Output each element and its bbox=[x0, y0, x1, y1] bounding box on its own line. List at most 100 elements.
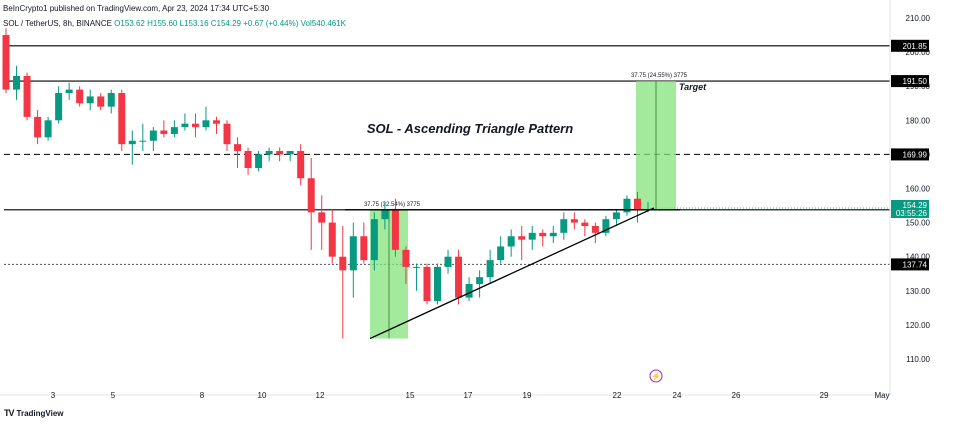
candle bbox=[602, 215, 610, 237]
level-label: 169.99 bbox=[891, 148, 929, 161]
time-axis[interactable]: 3 5 8 10 12 15 17 19 22 24 26 29 May bbox=[0, 391, 890, 400]
candle-body bbox=[444, 256, 452, 267]
ascending-trendline bbox=[369, 207, 655, 340]
candle-body bbox=[455, 256, 463, 298]
candle bbox=[128, 130, 136, 165]
price-tick-label: 140.00 bbox=[906, 253, 931, 262]
candle bbox=[44, 116, 52, 141]
candle bbox=[528, 226, 536, 250]
level-label-text: 169.99 bbox=[903, 150, 928, 159]
measurement-zones: 37.75 (32.54%) 3775 37.75 (24.55%) 3775 bbox=[364, 73, 688, 339]
candle-body bbox=[465, 283, 473, 298]
candle bbox=[434, 263, 442, 305]
candle bbox=[391, 198, 399, 257]
candle-body bbox=[507, 236, 515, 247]
measure-label: 37.75 (24.55%) 3775 bbox=[631, 73, 688, 79]
time-tick-label: 22 bbox=[613, 391, 622, 400]
candle-body bbox=[476, 277, 484, 284]
candle-body bbox=[191, 123, 199, 128]
candle bbox=[107, 89, 115, 114]
candle-body bbox=[128, 140, 136, 145]
price-tick-label: 130.00 bbox=[906, 287, 931, 296]
candle-body bbox=[76, 89, 84, 104]
candle-body bbox=[23, 75, 31, 117]
candle bbox=[339, 226, 347, 339]
candle bbox=[160, 120, 168, 138]
candle-body bbox=[570, 219, 578, 223]
candle bbox=[497, 236, 505, 264]
candle-body bbox=[518, 236, 526, 240]
candle-body bbox=[118, 93, 126, 145]
candle-body bbox=[307, 178, 315, 213]
price-tick-label: 160.00 bbox=[906, 185, 931, 194]
candle-body bbox=[591, 226, 599, 233]
candle bbox=[97, 93, 105, 111]
level-label-text: 201.85 bbox=[903, 42, 928, 51]
event-icon-circle bbox=[649, 369, 663, 383]
level-label-bg bbox=[891, 148, 929, 161]
candle bbox=[560, 212, 568, 240]
candle-body bbox=[86, 96, 94, 104]
time-tick-label: 24 bbox=[673, 391, 682, 400]
candle-body bbox=[612, 212, 620, 220]
candle bbox=[349, 222, 357, 298]
candle bbox=[86, 89, 94, 111]
volume-value: Vol540.461K bbox=[300, 19, 346, 28]
change-value: +0.67 (+0.44%) bbox=[243, 19, 299, 28]
candle bbox=[370, 212, 378, 271]
horizontal-levels bbox=[4, 45, 890, 265]
candle bbox=[255, 150, 263, 172]
level-label-bg bbox=[891, 258, 929, 271]
candle bbox=[360, 222, 368, 264]
candle-body bbox=[391, 208, 399, 250]
candle bbox=[244, 147, 252, 175]
symbol-name[interactable]: SOL / TetherUS, 8h, BINANCE bbox=[3, 19, 112, 28]
level-label: 191.50 bbox=[891, 75, 929, 88]
candle bbox=[381, 202, 389, 230]
price-axis[interactable]: 210.00200.00190.00180.00170.00160.00150.… bbox=[889, 0, 931, 395]
price-tick-label: 200.00 bbox=[906, 48, 931, 57]
price-tick-label: 210.00 bbox=[906, 14, 931, 23]
time-tick-label: 26 bbox=[732, 391, 741, 400]
target-label: Target bbox=[679, 82, 707, 92]
candle bbox=[412, 263, 420, 291]
price-tick-label: 110.00 bbox=[906, 355, 930, 364]
candle-body bbox=[549, 232, 557, 237]
price-tick-label: 180.00 bbox=[906, 116, 931, 125]
candles[interactable] bbox=[2, 28, 652, 339]
tradingview-logo: TV bbox=[4, 408, 14, 418]
time-tick-label: 15 bbox=[406, 391, 415, 400]
level-label: 201.85 bbox=[891, 39, 929, 52]
time-tick-label: 10 bbox=[258, 391, 267, 400]
candle bbox=[34, 110, 42, 145]
candle-body bbox=[370, 219, 378, 261]
candle-body bbox=[212, 120, 220, 124]
candle-body bbox=[55, 93, 63, 121]
candle-body bbox=[244, 150, 252, 169]
close-value: C154.29 bbox=[210, 19, 241, 28]
time-tick-label: 3 bbox=[51, 391, 56, 400]
publisher-line: BeInCrypto1 published on TradingView.com… bbox=[3, 4, 270, 13]
tradingview-brand: TradingView bbox=[16, 408, 64, 418]
candle-body bbox=[434, 266, 442, 302]
candle bbox=[581, 219, 589, 237]
candle bbox=[139, 123, 147, 151]
candle-body bbox=[412, 266, 420, 268]
candle bbox=[55, 86, 63, 124]
candle bbox=[507, 229, 515, 257]
candle-body bbox=[255, 154, 263, 169]
candle-body bbox=[149, 130, 157, 141]
candle bbox=[76, 86, 84, 107]
time-tick-label: 8 bbox=[200, 391, 205, 400]
price-tick-label: 150.00 bbox=[906, 219, 931, 228]
candle-body bbox=[560, 219, 568, 233]
candle bbox=[402, 246, 410, 284]
candle-body bbox=[633, 198, 641, 209]
candle bbox=[623, 195, 631, 216]
time-tick-label: May bbox=[874, 391, 889, 400]
candle bbox=[223, 120, 231, 151]
candle bbox=[65, 82, 73, 100]
candle bbox=[13, 65, 21, 100]
candle-body bbox=[139, 140, 147, 142]
